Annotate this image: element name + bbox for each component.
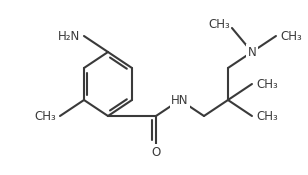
Text: CH₃: CH₃ — [256, 78, 278, 90]
Text: HN: HN — [171, 93, 189, 107]
Text: CH₃: CH₃ — [256, 110, 278, 122]
Text: H₂N: H₂N — [58, 30, 80, 43]
Text: CH₃: CH₃ — [34, 110, 56, 122]
Text: CH₃: CH₃ — [280, 30, 302, 43]
Text: N: N — [248, 46, 256, 58]
Text: CH₃: CH₃ — [208, 18, 230, 30]
Text: O: O — [151, 145, 160, 159]
